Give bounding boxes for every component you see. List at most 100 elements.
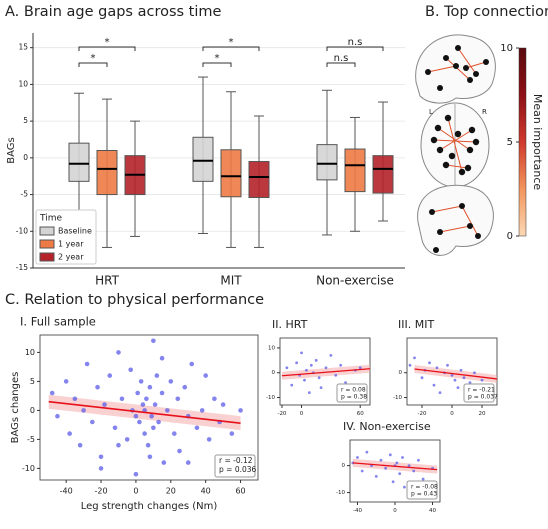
y-tick-label: -5 [27, 435, 35, 444]
point [334, 373, 338, 377]
node [425, 69, 431, 75]
connection [431, 205, 463, 213]
point [67, 431, 72, 436]
brain-outline [415, 34, 496, 104]
regression-line [414, 368, 498, 380]
node [437, 229, 443, 235]
y-tick-label: 5 [30, 377, 35, 386]
regression-line [48, 400, 241, 424]
point [159, 355, 165, 361]
node [458, 168, 466, 176]
point [356, 456, 359, 459]
point [72, 396, 78, 402]
legend-swatch [39, 239, 55, 249]
x-tick-label: 0 [133, 487, 138, 496]
node [436, 146, 444, 154]
point [407, 464, 411, 468]
chart-title: I. Full sample [20, 315, 96, 329]
point [133, 413, 139, 419]
point [144, 396, 149, 402]
colorbar [518, 47, 527, 237]
point [135, 390, 140, 396]
node [455, 45, 461, 51]
point [307, 391, 311, 394]
stats-label: r = 0.08 [341, 387, 366, 394]
panel-title: C. Relation to physical performance [5, 292, 264, 308]
point [412, 469, 416, 473]
point [128, 367, 133, 373]
point [212, 396, 217, 402]
point [319, 386, 323, 390]
node [430, 136, 438, 144]
node [437, 85, 443, 91]
x-tick-label: 20 [166, 487, 176, 496]
point [432, 383, 436, 387]
node [434, 124, 442, 132]
point [401, 456, 404, 459]
node [448, 152, 456, 160]
x-tick-label: 0 [393, 508, 397, 514]
brain-side-top [415, 34, 496, 104]
x-tick-label: 60 [357, 411, 364, 417]
point [408, 363, 412, 367]
y-tick-label: -5 [21, 190, 29, 199]
y-axis-label: BAGs changes [10, 372, 21, 444]
x-axis-label: Leg strength changes (Nm) [81, 501, 218, 512]
stats-label: p = 0.38 [341, 394, 367, 401]
connection [427, 65, 457, 73]
point [206, 437, 212, 442]
point [358, 366, 362, 370]
point [112, 425, 118, 431]
point [365, 450, 369, 454]
node [454, 130, 462, 138]
point [133, 471, 139, 477]
point [450, 373, 454, 377]
node [467, 223, 473, 229]
point [145, 442, 151, 448]
point [77, 442, 83, 448]
point [402, 485, 406, 489]
node [464, 164, 472, 172]
legend-swatch [39, 226, 55, 236]
point [203, 373, 208, 378]
box [344, 148, 366, 193]
y-tick-label: -15 [16, 263, 28, 272]
point [420, 376, 424, 380]
hemisphere-label: L [429, 108, 433, 116]
y-tick-label: -10 [16, 226, 28, 235]
point [124, 437, 130, 442]
point [90, 419, 95, 425]
point [303, 378, 306, 382]
connection [445, 164, 469, 169]
node [483, 59, 489, 65]
point [98, 466, 104, 471]
node [453, 63, 459, 69]
point [63, 379, 69, 384]
point [317, 376, 321, 380]
point [344, 381, 347, 385]
connection [445, 57, 471, 81]
point [290, 383, 294, 387]
point [171, 431, 177, 436]
point [159, 390, 165, 396]
point [84, 361, 90, 367]
box [220, 149, 242, 198]
node [466, 146, 474, 154]
point [95, 384, 100, 390]
x-tick-label: 20 [479, 411, 486, 417]
point [55, 413, 60, 419]
significance-label: * [105, 37, 110, 48]
node [443, 55, 449, 61]
regression-line [352, 462, 438, 471]
point [459, 368, 463, 372]
point [435, 366, 439, 370]
colorbar-tick-label: 0 [507, 231, 513, 242]
y-tick-label: 0 [399, 370, 403, 376]
significance-bracket [326, 46, 384, 51]
significance-label: * [229, 37, 234, 48]
point [102, 402, 107, 407]
point [480, 378, 484, 382]
panel-title: A. Brain age gaps across time [5, 4, 222, 20]
point [339, 363, 343, 367]
point [147, 384, 153, 390]
